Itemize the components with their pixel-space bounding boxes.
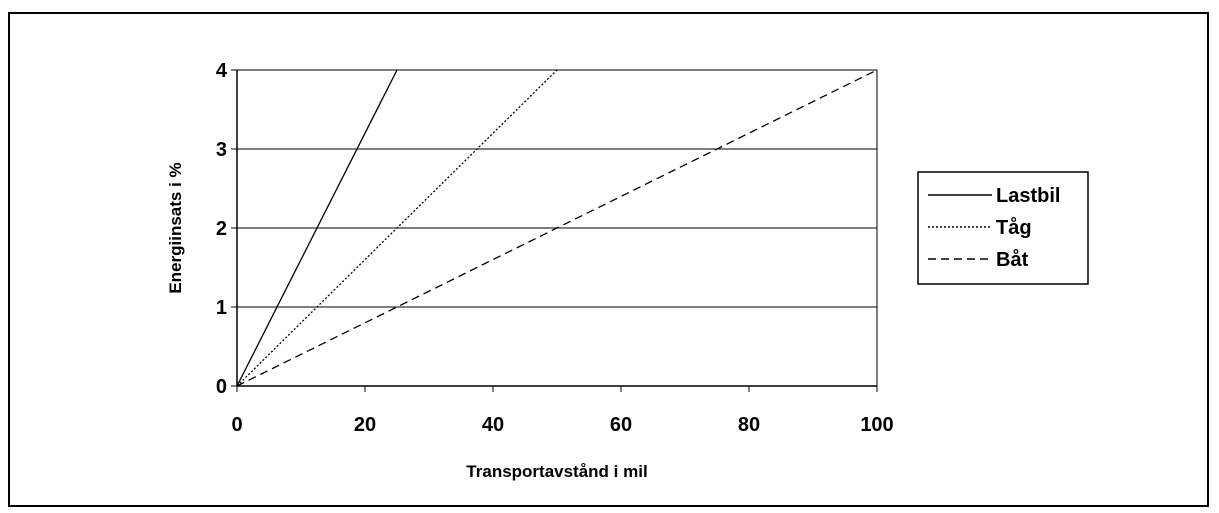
- y-tick-label: 0: [216, 376, 227, 398]
- axes: [231, 69, 878, 392]
- legend-box: [917, 171, 1089, 285]
- y-axis-title: Energiinsats i %: [166, 162, 185, 293]
- x-axis-title: Transportavstånd i mil: [466, 462, 647, 481]
- series-line-2: [236, 69, 558, 387]
- y-tick-label: 2: [216, 218, 227, 240]
- y-tick-label: 1: [216, 297, 227, 319]
- legend: Lastbil Tåg Båt: [917, 171, 1089, 285]
- x-tick-label: 40: [482, 414, 504, 436]
- series-lines: [236, 69, 878, 387]
- x-tick-label: 100: [860, 414, 893, 436]
- legend-label-1: Lastbil: [996, 185, 1060, 207]
- y-tick-label: 4: [216, 60, 228, 82]
- y-tick-label: 3: [216, 139, 227, 161]
- legend-label-3: Båt: [996, 248, 1029, 271]
- x-tick-label: 60: [610, 414, 632, 436]
- series-line-3: [236, 69, 878, 387]
- x-tick-label: 0: [231, 414, 242, 436]
- series-line-1: [236, 69, 398, 387]
- legend-label-2: Tåg: [996, 216, 1032, 239]
- x-tick-label: 80: [738, 414, 760, 436]
- x-tick-label: 20: [354, 414, 376, 436]
- chart-frame: [8, 12, 1209, 507]
